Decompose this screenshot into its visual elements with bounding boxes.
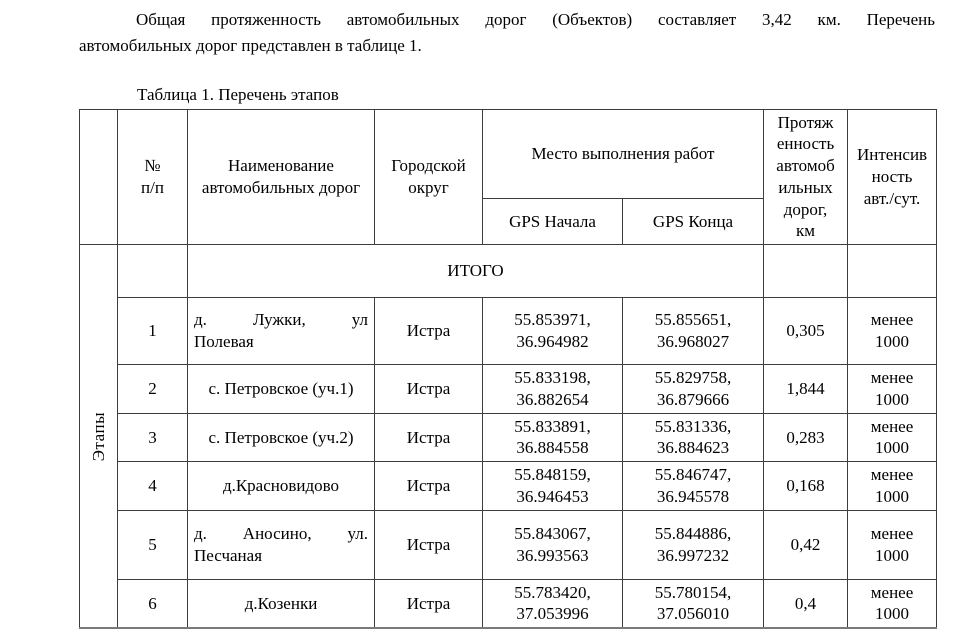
- cell-num: 4: [117, 461, 188, 511]
- cell-length: 0,305: [763, 297, 849, 366]
- cell-intensity: менее 1000: [847, 364, 938, 414]
- total-intensity-cell: [847, 244, 938, 299]
- table-row: 6 д.Козенки Истра 55.783420, 37.053996 5…: [80, 578, 938, 629]
- table-caption: Таблица 1. Перечень этапов: [137, 84, 339, 104]
- cell-gps-end: 55.844886, 36.997232: [621, 509, 765, 580]
- cell-intensity: менее 1000: [847, 297, 938, 366]
- col-header-road-name: Наименование автомобильных дорог: [187, 108, 375, 246]
- cell-district: Истра: [374, 509, 483, 580]
- cell-gps-end: 55.855651, 36.968027: [621, 297, 765, 366]
- intro-paragraph-line1: Общая протяженность автомобильных дорог …: [136, 10, 935, 29]
- cell-gps-start: 55.833891, 36.884558: [482, 412, 623, 463]
- header-row-gps: GPS Начала GPS Конца: [80, 198, 937, 246]
- cell-gps-end: 55.831336, 36.884623: [621, 412, 765, 463]
- cell-road-name: д. Аносино, ул. Песчаная: [187, 509, 375, 580]
- cell-length: 0,168: [763, 461, 849, 511]
- cell-road-name: д.Красновидово: [187, 461, 375, 511]
- cell-intensity: менее 1000: [847, 578, 938, 629]
- roads-table: № п/п Наименование автомобильных дорог Г…: [79, 108, 938, 630]
- total-num-cell: [117, 244, 188, 299]
- cell-district: Истра: [374, 412, 483, 463]
- cell-gps-start: 55.833198, 36.882654: [482, 364, 623, 414]
- header-stage-spacer-cell: [79, 108, 118, 246]
- cell-intensity: менее 1000: [847, 461, 938, 511]
- intro-paragraph: Общая протяженность автомобильных дорог …: [79, 7, 935, 60]
- total-row: Этапы ИТОГО: [79, 244, 938, 629]
- cell-gps-start: 55.783420, 37.053996: [482, 578, 623, 629]
- cell-road-name: д.Козенки: [187, 578, 375, 629]
- cell-num: 1: [117, 297, 188, 366]
- table-row: 1 д. Лужки, ул Полевая Истра 55.853971, …: [80, 297, 938, 366]
- table-row: 2 с. Петровское (уч.1) Истра 55.833198, …: [80, 364, 938, 414]
- cell-gps-end: 55.846747, 36.945578: [621, 461, 765, 511]
- col-header-gps-end: GPS Конца: [621, 198, 765, 246]
- stage-group-label: Этапы: [88, 411, 108, 461]
- stage-group-cell: Этапы: [79, 244, 118, 629]
- cell-gps-start: 55.843067, 36.993563: [482, 509, 623, 580]
- col-header-gps-start: GPS Начала: [482, 198, 623, 246]
- total-label-cell: ИТОГО: [186, 244, 765, 299]
- header-row-top: № п/п Наименование автомобильных дорог Г…: [79, 108, 938, 246]
- col-header-num: № п/п: [117, 108, 188, 246]
- cell-length: 1,844: [763, 364, 849, 414]
- total-length-cell: [763, 244, 849, 299]
- cell-road-name: с. Петровское (уч.2): [187, 412, 375, 463]
- table-row: 5 д. Аносино, ул. Песчаная Истра 55.8430…: [80, 509, 938, 580]
- cell-length: 0,42: [763, 509, 849, 580]
- cell-gps-start: 55.848159, 36.946453: [482, 461, 623, 511]
- table-row: 4 д.Красновидово Истра 55.848159, 36.946…: [80, 461, 938, 511]
- col-header-length: Протяж енность автомоб ильных дорог, км: [763, 108, 849, 246]
- cell-intensity: менее 1000: [847, 412, 938, 463]
- cell-gps-start: 55.853971, 36.964982: [482, 297, 623, 366]
- cell-num: 6: [117, 578, 188, 629]
- cell-district: Истра: [374, 578, 483, 629]
- cell-gps-end: 55.829758, 36.879666: [621, 364, 765, 414]
- cell-district: Истра: [374, 364, 483, 414]
- cell-length: 0,4: [763, 578, 849, 629]
- cell-road-name: д. Лужки, ул Полевая: [187, 297, 375, 366]
- cell-gps-end: 55.780154, 37.056010: [621, 578, 765, 629]
- cell-num: 3: [117, 412, 188, 463]
- cell-district: Истра: [374, 297, 483, 366]
- table-row: 3 с. Петровское (уч.2) Истра 55.833891, …: [80, 412, 938, 463]
- col-header-work-location: Место выполнения работ: [481, 108, 765, 200]
- col-header-intensity: Интенсив ность авт./сут.: [847, 108, 938, 246]
- cell-num: 2: [117, 364, 188, 414]
- cell-district: Истра: [374, 461, 483, 511]
- cell-intensity: менее 1000: [847, 509, 938, 580]
- intro-paragraph-line2: автомобильных дорог представлен в таблиц…: [79, 36, 422, 56]
- cell-num: 5: [117, 509, 188, 580]
- cell-length: 0,283: [763, 412, 849, 463]
- cell-road-name: с. Петровское (уч.1): [187, 364, 375, 414]
- col-header-district: Городской округ: [374, 108, 483, 246]
